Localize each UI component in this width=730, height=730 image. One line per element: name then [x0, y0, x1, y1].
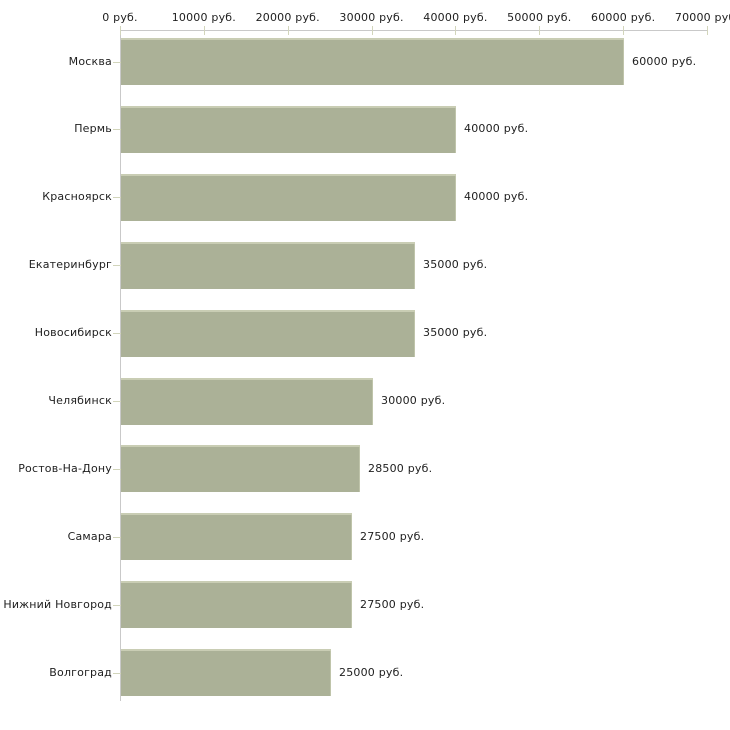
bar-7[interactable] — [121, 445, 360, 492]
category-label: Пермь — [74, 122, 112, 135]
category-label: Челябинск — [48, 394, 112, 407]
x-axis-tick-label: 30000 руб. — [339, 11, 404, 24]
x-axis-tick-label: 60000 руб. — [591, 11, 656, 24]
value-label: 27500 руб. — [360, 598, 425, 611]
value-label: 40000 руб. — [464, 122, 529, 135]
y-axis-line — [120, 30, 121, 701]
y-axis-tick — [113, 265, 121, 266]
category-label: Ростов-На-Дону — [18, 462, 112, 475]
y-axis-tick — [113, 537, 121, 538]
x-axis-tick — [371, 26, 373, 35]
x-axis-tick-label: 50000 руб. — [507, 11, 572, 24]
y-axis-tick — [113, 401, 121, 402]
x-axis-tick — [203, 26, 205, 35]
bar-10[interactable] — [121, 649, 331, 696]
x-axis-tick — [120, 26, 121, 35]
x-axis-tick-label: 70000 руб. — [674, 11, 730, 24]
x-axis-line — [120, 30, 707, 31]
value-label: 27500 руб. — [360, 530, 425, 543]
category-label: Волгоград — [49, 666, 112, 679]
value-label: 30000 руб. — [381, 394, 446, 407]
bar-4[interactable] — [121, 242, 415, 289]
y-axis-tick — [113, 62, 121, 63]
bar-9[interactable] — [121, 581, 352, 628]
bar-5[interactable] — [121, 310, 415, 357]
x-axis-tick-label: 20000 руб. — [255, 11, 320, 24]
bar-6[interactable] — [121, 378, 373, 425]
bar-8[interactable] — [121, 513, 352, 560]
y-axis-tick — [113, 605, 121, 606]
value-label: 35000 руб. — [423, 258, 488, 271]
x-axis-tick — [539, 26, 541, 35]
category-label: Самара — [67, 530, 112, 543]
bar-3[interactable] — [121, 174, 456, 221]
x-axis-tick-label: 10000 руб. — [171, 11, 236, 24]
category-label: Новосибирск — [34, 326, 112, 339]
category-label: Москва — [68, 55, 112, 68]
category-label: Красноярск — [42, 190, 112, 203]
y-axis-tick — [113, 129, 121, 130]
x-axis-tick — [287, 26, 289, 35]
x-axis-tick-label: 0 руб. — [102, 11, 138, 24]
value-label: 35000 руб. — [423, 326, 488, 339]
value-label: 25000 руб. — [339, 666, 404, 679]
category-label: Нижний Новгород — [3, 598, 112, 611]
y-axis-tick — [113, 197, 121, 198]
x-axis-tick — [623, 26, 625, 35]
y-axis-tick — [113, 469, 121, 470]
x-axis-tick — [455, 26, 457, 35]
value-label: 40000 руб. — [464, 190, 529, 203]
x-axis-tick-label: 40000 руб. — [423, 11, 488, 24]
value-label: 28500 руб. — [368, 462, 433, 475]
x-axis-tick — [707, 26, 708, 35]
y-axis-tick — [113, 673, 121, 674]
value-label: 60000 руб. — [632, 55, 697, 68]
category-label: Екатеринбург — [28, 258, 112, 271]
y-axis-tick — [113, 333, 121, 334]
bar-2[interactable] — [121, 106, 456, 153]
bar-1[interactable] — [121, 38, 624, 85]
